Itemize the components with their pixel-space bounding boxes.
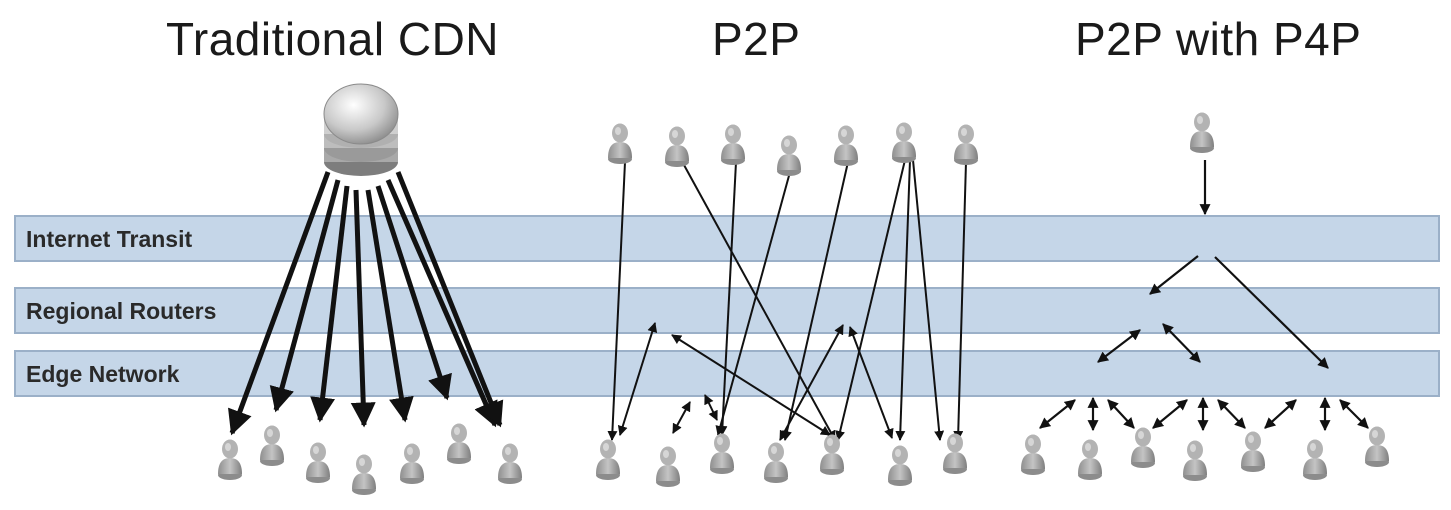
p2p-peer-icon (834, 125, 858, 166)
p2p-transfer-arrow (912, 159, 945, 441)
p2p-transfer-arrow (895, 159, 911, 441)
p2p-transfer-arrow (704, 394, 718, 421)
p4p-source-icon (1190, 112, 1214, 153)
p2p-peer-icon (721, 124, 745, 165)
cdn-client-icon (260, 425, 284, 466)
cdn-delivery-arrow (385, 178, 498, 428)
label-regional-routers: Regional Routers (26, 298, 217, 324)
cdn-delivery-arrow (375, 185, 452, 401)
p2p-transfer-arrow (617, 322, 658, 436)
p4p-transfer-arrow (1217, 399, 1246, 429)
p4p-peer-icon (1021, 434, 1045, 475)
p2p-peer-icon (764, 442, 788, 483)
p4p-peer-icon (1131, 427, 1155, 468)
p2p-peer-icon (943, 433, 967, 474)
cdn-delivery-arrow (350, 189, 376, 428)
label-internet-transit: Internet Transit (26, 226, 193, 252)
cdn-client-icon (498, 443, 522, 484)
cdn-delivery-arrow (365, 189, 414, 423)
cdn-delivery-arrow (228, 171, 331, 436)
title-p2p: P2P (712, 13, 801, 65)
cdn-client-icon (306, 442, 330, 483)
title-p2p-with-p4p: P2P with P4P (1075, 13, 1362, 65)
edge-network-band (14, 350, 1440, 397)
cdn-delivery-arrow (395, 171, 504, 428)
p4p-transfer-arrow (1107, 399, 1135, 429)
p4p-peer-icon (1365, 426, 1389, 467)
arrow-layer (228, 159, 1369, 441)
p4p-transfer-arrow (1097, 329, 1141, 363)
cdn-delivery-arrow (310, 185, 350, 423)
p2p-transfer-arrow (848, 326, 894, 439)
p2p-peer-icon (777, 135, 801, 176)
label-edge-network: Edge Network (26, 361, 180, 387)
p2p-transfer-arrow (953, 161, 967, 441)
p4p-transfer-arrow (1214, 256, 1329, 369)
p4p-transfer-arrow (1162, 323, 1201, 363)
p4p-transfer-arrow (1039, 399, 1076, 429)
people-layer (218, 112, 1389, 495)
p4p-transfer-arrow (1152, 399, 1188, 429)
cdn-client-icon (218, 439, 242, 480)
title-traditional-cdn: Traditional CDN (166, 13, 500, 65)
cdn-delivery-arrow (269, 179, 341, 413)
p2p-peer-icon (888, 445, 912, 486)
cdn-server-icon (323, 83, 399, 176)
p2p-peer-icon (820, 434, 844, 475)
p2p-peer-icon (665, 126, 689, 167)
p2p-transfer-arrow (672, 401, 691, 434)
p2p-peer-icon (608, 123, 632, 164)
cdn-client-icon (352, 454, 376, 495)
p2p-transfer-arrow (779, 324, 844, 441)
p2p-peer-icon (892, 122, 916, 163)
p4p-transfer-arrow (1264, 399, 1297, 429)
p2p-peer-icon (656, 446, 680, 487)
p2p-peer-icon (710, 433, 734, 474)
p4p-transfer-arrow (1149, 255, 1199, 295)
internet-transit-band (14, 215, 1440, 262)
p2p-transfer-arrow (607, 161, 626, 441)
p4p-peer-icon (1078, 439, 1102, 480)
p4p-peer-icon (1303, 439, 1327, 480)
p4p-peer-icon (1241, 431, 1265, 472)
p4p-transfer-arrow (1339, 399, 1369, 429)
cdn-client-icon (447, 423, 471, 464)
cdn-client-icon (400, 443, 424, 484)
p2p-peer-icon (596, 439, 620, 480)
p4p-peer-icon (1183, 440, 1207, 481)
p2p-peer-icon (954, 124, 978, 165)
